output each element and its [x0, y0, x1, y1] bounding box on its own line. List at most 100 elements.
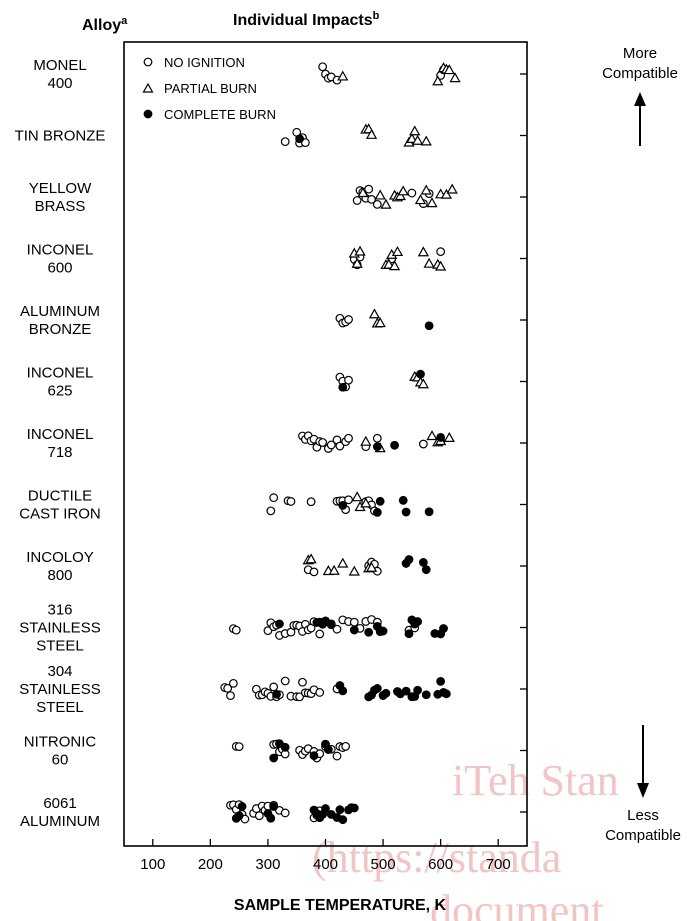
point-no-ignition [407, 188, 417, 198]
point-partial-burn [397, 185, 409, 196]
point-partial-burn [417, 246, 429, 257]
alloy-label: 400 [47, 75, 72, 92]
point-complete-burn [442, 689, 451, 699]
point-no-ignition [298, 677, 307, 687]
alloy-label: STAINLESS [19, 620, 100, 637]
more-compatible-line2: Compatible [602, 65, 678, 82]
point-no-ignition [332, 751, 342, 761]
point-no-ignition [254, 811, 264, 821]
point-no-ignition [306, 497, 316, 507]
point-complete-burn [338, 500, 348, 510]
point-no-ignition [269, 493, 279, 503]
point-complete-burn [401, 686, 411, 696]
point-no-ignition [269, 682, 279, 692]
point-complete-burn [413, 685, 423, 695]
point-complete-burn [326, 620, 336, 630]
point-complete-burn [272, 689, 281, 699]
point-partial-burn [374, 317, 386, 328]
point-partial-burn [420, 135, 432, 146]
point-no-ignition [344, 495, 353, 505]
point-partial-burn [414, 194, 427, 205]
point-no-ignition [352, 196, 362, 205]
point-partial-burn [409, 125, 421, 136]
point-no-ignition [231, 625, 241, 635]
data-points [220, 62, 461, 825]
point-partial-burn [360, 497, 372, 508]
point-partial-burn [417, 378, 429, 389]
point-partial-burn [426, 197, 438, 208]
point-complete-burn [321, 804, 330, 813]
watermark-line3: document [430, 886, 604, 921]
y-ticks [520, 73, 527, 813]
point-partial-burn [351, 491, 363, 502]
point-no-ignition [315, 629, 325, 639]
point-partial-burn [374, 189, 386, 200]
x-axis-label: SAMPLE TEMPERATURE, K [234, 897, 447, 914]
point-partial-burn [423, 257, 435, 268]
point-complete-burn [335, 805, 345, 815]
alloy-label: MONEL [33, 57, 86, 74]
alloy-label: BRONZE [29, 321, 92, 338]
point-partial-burn [440, 188, 453, 199]
point-no-ignition [226, 691, 235, 700]
alloy-label: 60 [52, 752, 69, 769]
point-partial-burn [380, 198, 392, 209]
point-partial-burn [426, 430, 438, 441]
alloy-label: 718 [47, 444, 72, 461]
point-complete-burn [338, 382, 348, 392]
point-complete-burn [237, 802, 247, 811]
x-tick-label: 500 [371, 856, 396, 873]
point-complete-burn [234, 811, 244, 821]
point-partial-burn [360, 435, 372, 446]
point-partial-burn [388, 260, 401, 271]
point-complete-burn [372, 442, 382, 452]
point-no-ignition [344, 315, 353, 324]
point-no-ignition [228, 678, 238, 688]
down-arrow-icon [637, 783, 649, 798]
point-no-ignition [344, 375, 353, 385]
point-partial-burn [432, 75, 444, 86]
point-partial-burn [365, 128, 378, 139]
x-tick-label: 200 [198, 856, 223, 873]
point-partial-burn [337, 557, 349, 568]
watermark-line1: iTeh Stan [452, 756, 619, 805]
less-compatible-indicator: Less Compatible [605, 725, 681, 844]
point-partial-burn [348, 565, 360, 576]
alloy-label: ALUMINUM [20, 303, 100, 320]
alloy-label: BRASS [35, 198, 86, 215]
point-partial-burn [391, 246, 404, 257]
point-partial-burn [443, 64, 455, 75]
point-partial-burn [383, 258, 395, 269]
point-partial-burn [357, 187, 369, 198]
point-complete-burn [375, 496, 385, 506]
point-partial-burn [354, 245, 366, 256]
up-arrow-icon [634, 92, 646, 106]
point-complete-burn [401, 507, 411, 517]
point-no-ignition [266, 506, 276, 516]
alloy-label: STAINLESS [19, 681, 100, 698]
point-no-ignition [344, 433, 353, 443]
point-complete-burn [413, 617, 423, 626]
x-ticks: 100 200 300 400 500 600 700 [140, 839, 511, 873]
point-complete-burn [266, 813, 276, 823]
alloy-label: INCOLOY [26, 549, 94, 566]
point-complete-burn [269, 753, 279, 763]
legend-marker-no-ignition [143, 57, 153, 67]
x-tick-label: 400 [313, 856, 338, 873]
alloy-label: 800 [47, 567, 72, 584]
point-complete-burn [421, 690, 431, 700]
alloy-label: INCONEL [27, 426, 94, 443]
legend-marker-partial-burn [142, 82, 154, 93]
point-complete-burn [372, 507, 382, 517]
alloy-label: NITRONIC [24, 734, 97, 751]
point-complete-burn [436, 676, 446, 686]
point-partial-burn [446, 183, 458, 194]
point-complete-burn [416, 369, 425, 379]
alloy-label: TIN BRONZE [15, 128, 106, 145]
alloy-label: 600 [47, 260, 72, 277]
alloy-label: STEEL [36, 699, 84, 716]
point-complete-burn [398, 495, 408, 505]
alloy-label: 304 [47, 663, 72, 680]
